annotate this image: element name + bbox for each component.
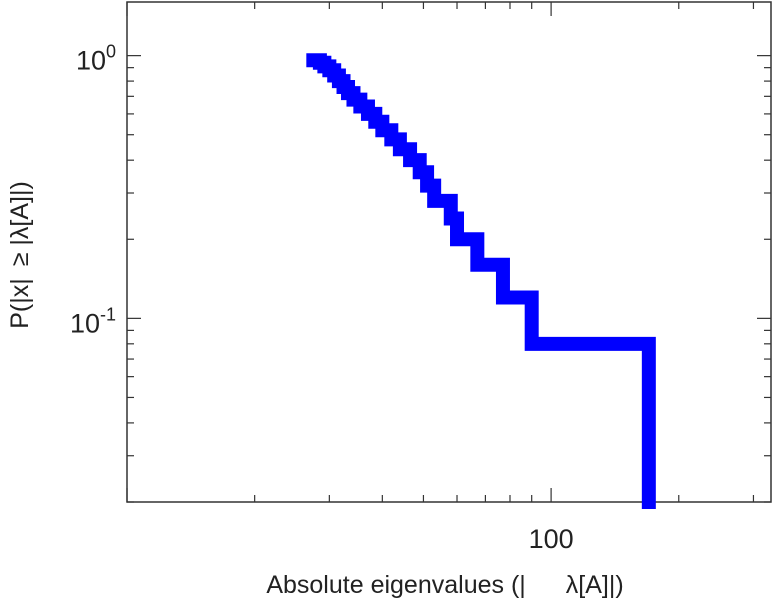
x-axis-title-part-2: λ[A]|) — [566, 571, 624, 599]
y-axis-title-part-2: ≥ |λ[A]|) — [6, 181, 34, 266]
axis-ticks — [126, 2, 771, 503]
series-layer — [306, 53, 656, 509]
y-axis-title-part-1: P(|x| — [6, 278, 34, 329]
y-axis-title: P(|x| ≥ |λ[A]|) — [6, 181, 34, 329]
x-axis-title-part-1: Absolute eigenvalues (| — [266, 571, 525, 599]
x-axis-title: Absolute eigenvalues (| λ[A]|) — [266, 571, 623, 599]
plot-frame — [126, 1, 772, 503]
y-tick-label: 100 — [76, 42, 116, 76]
tick-labels: 100 100 10-1 — [70, 42, 574, 554]
ccdf-series-line — [306, 53, 656, 509]
y-tick-label: 10-1 — [70, 304, 116, 338]
x-tick-label: 100 — [529, 524, 574, 554]
